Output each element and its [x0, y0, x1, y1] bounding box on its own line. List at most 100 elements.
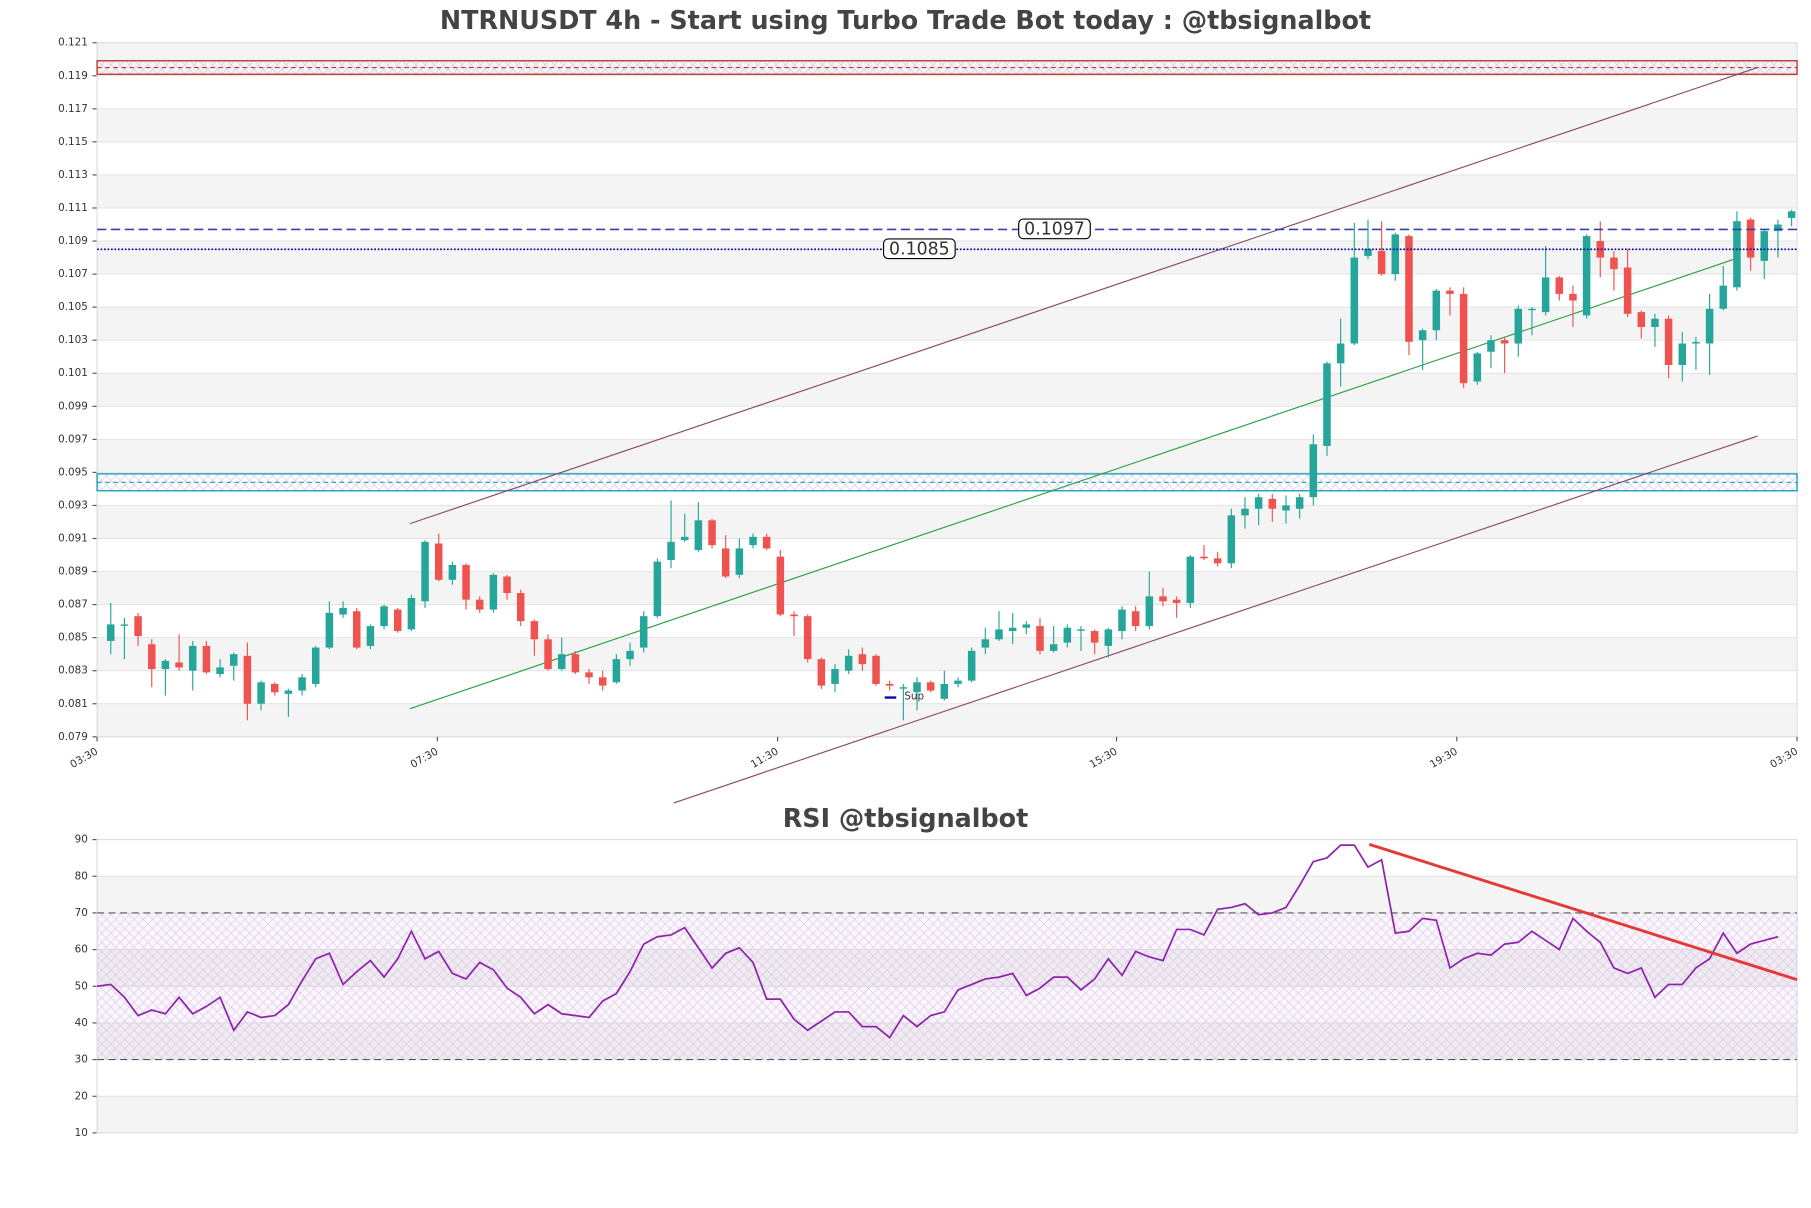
y-tick-label: 0.091 — [58, 533, 88, 545]
x-tick-label: 07:30 — [408, 745, 440, 770]
candle-body — [448, 564, 457, 580]
candle-body — [653, 561, 662, 617]
grid-band — [97, 876, 1798, 913]
y-tick-label: 0.099 — [58, 400, 88, 412]
candle-body — [967, 650, 976, 681]
candle-body — [407, 597, 416, 630]
candle-body — [790, 614, 798, 617]
y-tick-label: 70 — [75, 907, 88, 919]
y-tick-label: 0.113 — [58, 169, 88, 181]
candle-body — [1514, 308, 1523, 344]
candle-body — [940, 683, 949, 699]
candle-body — [134, 616, 142, 637]
candle-body — [1678, 343, 1687, 365]
level-label-box — [882, 238, 956, 260]
y-tick-label: 0.121 — [58, 37, 88, 49]
candle-body — [1418, 330, 1427, 341]
y-tick-label: 0.081 — [58, 698, 88, 710]
candle-body — [1760, 231, 1769, 261]
y-tick-label: 20 — [75, 1090, 88, 1102]
candle-body — [188, 645, 197, 671]
candle-body — [1582, 236, 1591, 316]
candle-body — [243, 655, 252, 704]
candle-body — [1500, 340, 1509, 344]
y-tick-label: 0.083 — [58, 665, 88, 677]
rsi-band — [97, 912, 1798, 1060]
candle-body — [270, 683, 279, 693]
y-tick-label: 0.103 — [58, 334, 88, 346]
grid-band — [97, 571, 1798, 605]
y-tick-label: 80 — [75, 870, 88, 882]
rsi-band-fill — [97, 912, 1798, 1060]
candle-body — [585, 672, 593, 678]
candle-body — [216, 667, 224, 675]
candle-body — [1555, 277, 1564, 294]
candle-body — [489, 574, 498, 610]
candle-body — [1692, 341, 1700, 344]
y-tick-label: 0.093 — [58, 499, 88, 511]
candle-body — [913, 682, 921, 693]
candle-body — [503, 576, 511, 594]
candle-body — [749, 536, 757, 546]
candle-body — [1254, 497, 1263, 509]
candle-body — [1008, 627, 1017, 632]
grid-band — [97, 439, 1798, 473]
chart-title: NTRNUSDT 4h - Start using Turbo Trade Bo… — [440, 5, 1371, 35]
candle-body — [1432, 290, 1441, 331]
y-tick-label: 0.089 — [58, 566, 88, 578]
candle-body — [1528, 308, 1536, 311]
candle-body — [612, 659, 621, 683]
candle-body — [284, 690, 293, 694]
candle-body — [393, 609, 402, 632]
candle-body — [735, 548, 744, 575]
y-tick-label: 50 — [75, 980, 88, 992]
y-tick-label: 0.119 — [58, 70, 88, 82]
candle-body — [1705, 308, 1714, 344]
candle-body — [1172, 599, 1181, 603]
candle-body — [667, 541, 675, 560]
candle-body — [557, 654, 566, 670]
candle-body — [1473, 353, 1482, 382]
candle-body — [1295, 497, 1304, 509]
grid-band — [97, 373, 1798, 407]
trend-line — [673, 435, 1758, 804]
candle-body — [1090, 631, 1099, 643]
candle-body — [708, 520, 716, 546]
y-tick-label: 90 — [75, 834, 88, 846]
y-tick-label: 0.095 — [58, 466, 88, 478]
candle-body — [817, 659, 826, 686]
candle-body — [1487, 340, 1495, 352]
candle-body — [598, 677, 607, 686]
candle-body — [1063, 627, 1072, 643]
y-tick-label: 0.079 — [58, 731, 88, 743]
x-tick-label: 03:30 — [68, 745, 100, 770]
candle-body — [1309, 444, 1318, 498]
candle-body — [1336, 343, 1345, 364]
candle-body — [1364, 249, 1372, 256]
y-tick-label: 0.111 — [58, 202, 88, 214]
candle-body — [1391, 234, 1400, 275]
candle-body — [1610, 257, 1618, 270]
candle-body — [872, 655, 880, 684]
rsi-line — [96, 844, 1779, 1039]
y-tick-label: 0.109 — [58, 235, 88, 247]
candle-body — [1459, 293, 1468, 384]
candle-body — [1774, 224, 1782, 232]
candle-body — [1131, 611, 1140, 627]
level-label-box — [1018, 218, 1091, 240]
candle-body — [421, 541, 429, 602]
candle-body — [1446, 290, 1454, 294]
candle-body — [530, 621, 539, 640]
y-tick-label: 0.107 — [58, 268, 88, 280]
y-tick-label: 0.105 — [58, 301, 88, 313]
candle-body — [352, 611, 361, 648]
candle-body — [161, 660, 170, 670]
candle-body — [202, 645, 211, 673]
y-tick-label: 0.115 — [58, 136, 88, 148]
candle-body — [120, 624, 129, 626]
candle-body — [926, 682, 935, 691]
candle-body — [1213, 558, 1222, 564]
candle-body — [257, 682, 265, 704]
candle-body — [680, 536, 689, 541]
candle-body — [776, 556, 785, 615]
